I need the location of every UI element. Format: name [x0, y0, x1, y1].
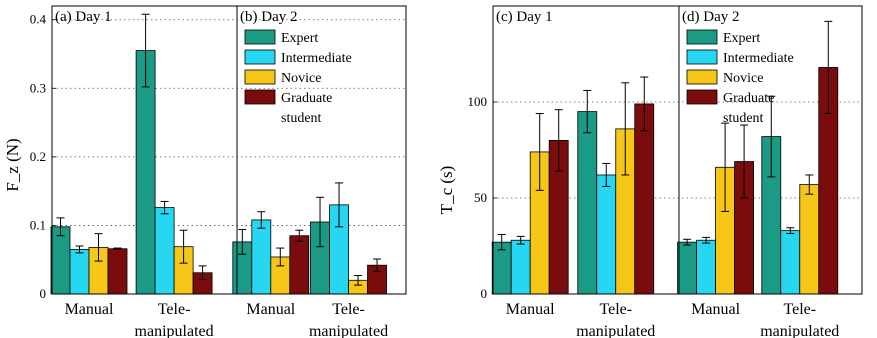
bar: [596, 174, 617, 295]
error-bar: [373, 258, 382, 272]
y-tick-label: 0.2: [30, 149, 46, 164]
error-bar: [721, 122, 730, 212]
panel-2: (d) Day 2 Manual Tele-manipulated: [677, 9, 839, 338]
plot-frame: [51, 5, 407, 295]
bar: [799, 184, 820, 295]
error-bar: [198, 265, 207, 281]
legend: Expert Intermediate Novice Graduate student: [244, 29, 352, 126]
legend-label: Graduate student: [723, 91, 774, 126]
legend-swatch: [244, 49, 276, 65]
y-tick-label: 0.1: [30, 217, 46, 232]
category-label: Manual: [65, 301, 114, 318]
category-label: Tele-manipulated: [309, 301, 388, 338]
chart-2: 0 50 100 T_c (s) (c) Day 1 Manual Tele-manipul…: [437, 5, 863, 338]
bar: [69, 249, 90, 295]
panel-1: (c) Day 1 Manual Tele-manipulated: [491, 9, 655, 338]
panel-title: (b) Day 2: [240, 9, 297, 25]
category-label: Tele-manipulated: [135, 301, 214, 338]
bar: [50, 226, 71, 295]
error-bar: [316, 196, 325, 248]
error-bar: [56, 217, 65, 237]
y-axis-label: T_c (s): [437, 166, 456, 215]
bar: [289, 235, 310, 295]
error-bar: [583, 89, 592, 134]
y-tick-label: 0: [481, 286, 488, 301]
category-label: Manual: [506, 301, 555, 318]
panel-title: (a) Day 1: [55, 9, 112, 25]
y-tick-label: 0: [40, 286, 47, 301]
panel-1: (a) Day 1 Manual Tele-manipulated: [50, 9, 214, 338]
error-bar: [740, 124, 749, 199]
error-bar: [516, 235, 525, 245]
bar: [677, 241, 697, 295]
error-bar: [683, 238, 692, 246]
error-bar: [257, 211, 266, 229]
error-bar: [354, 274, 363, 286]
legend-swatch: [244, 29, 276, 45]
error-bar: [621, 82, 630, 176]
bar: [107, 248, 128, 295]
error-bar: [113, 247, 122, 250]
legend: Expert Intermediate Novice Graduate student: [686, 29, 794, 126]
error-bar: [824, 20, 833, 115]
y-tick-label: 50: [474, 190, 487, 205]
y-tick-label: 100: [468, 94, 488, 109]
error-bar: [75, 245, 84, 254]
legend-swatch: [244, 89, 276, 105]
legend-swatch: [686, 49, 718, 65]
error-bar: [179, 229, 188, 264]
bar: [780, 230, 801, 295]
bar: [510, 239, 531, 295]
error-bar: [805, 174, 814, 195]
y-tick-label: 0.4: [30, 12, 47, 27]
error-bar: [554, 109, 563, 172]
bar: [154, 207, 175, 295]
error-bar: [238, 229, 247, 255]
y-tick-label: 0.3: [30, 80, 46, 95]
panel-2: (b) Day 2 Manual Tele-manipulated: [232, 9, 388, 338]
error-bar: [640, 76, 649, 132]
error-bar: [702, 236, 711, 244]
error-bar: [602, 162, 611, 187]
error-bar: [535, 113, 544, 191]
legend-label: Novice: [723, 71, 763, 86]
error-bar: [786, 227, 795, 235]
legend-label: Intermediate: [723, 51, 794, 66]
chart-1: 0 0.1 0.2 0.3 0.4 F_z (N) (a) Day 1 Manual Tele-…: [3, 5, 407, 338]
error-bar: [141, 13, 150, 88]
legend-swatch: [686, 29, 718, 45]
legend-swatch: [686, 69, 718, 85]
category-label: Tele-manipulated: [760, 301, 839, 338]
error-bar: [497, 233, 506, 251]
bar: [577, 111, 598, 295]
panel-title: (c) Day 1: [496, 9, 553, 25]
category-label: Tele-manipulated: [576, 301, 655, 338]
bar: [251, 219, 272, 295]
legend-label: Expert: [723, 31, 760, 46]
legend-swatch: [244, 69, 276, 85]
error-bar: [94, 233, 103, 262]
category-label: Manual: [691, 301, 740, 318]
error-bar: [767, 95, 776, 178]
bar: [696, 239, 716, 295]
legend-swatch: [686, 89, 718, 105]
plot-frame: [492, 5, 863, 295]
error-bar: [276, 247, 285, 267]
legend-label: Novice: [281, 71, 321, 86]
legend-label: Intermediate: [281, 51, 352, 66]
error-bar: [335, 182, 344, 228]
category-label: Manual: [246, 301, 295, 318]
legend-label: Graduate student: [281, 91, 332, 126]
legend-label: Expert: [281, 31, 318, 46]
error-bar: [295, 229, 304, 242]
error-bar: [160, 200, 169, 215]
y-axis-label: F_z (N): [3, 138, 22, 191]
panel-title: (d) Day 2: [682, 9, 739, 25]
bar: [634, 103, 655, 295]
